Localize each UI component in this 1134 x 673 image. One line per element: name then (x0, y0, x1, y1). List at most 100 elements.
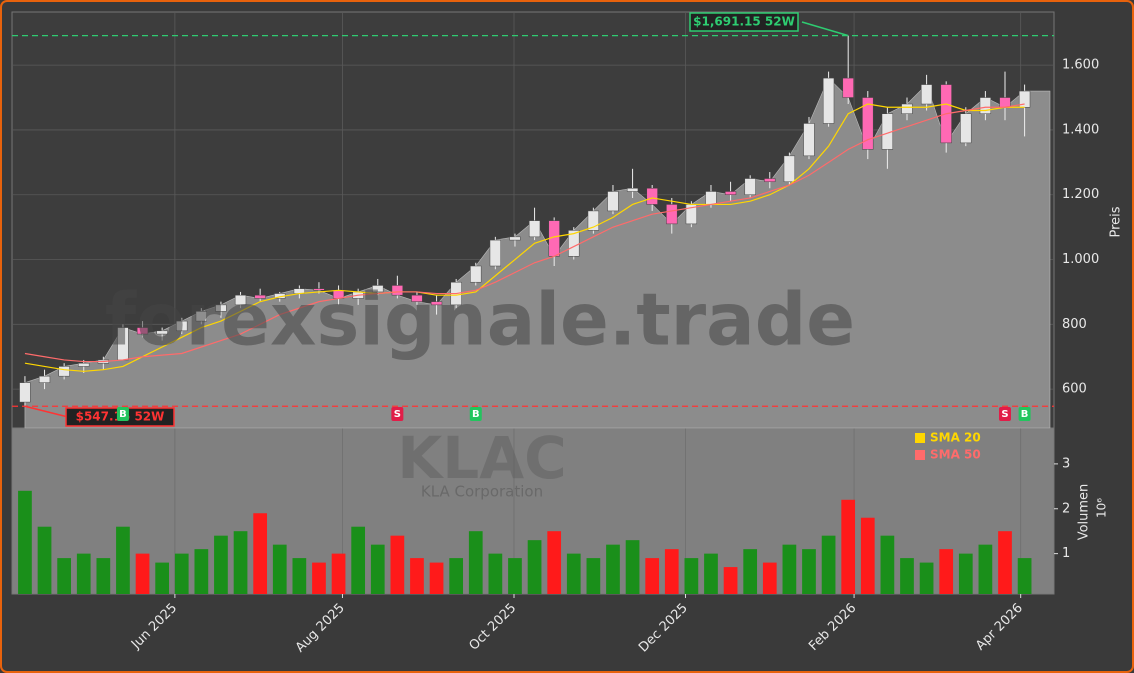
candle-body (1018, 90, 1031, 108)
volume-bar (880, 535, 895, 594)
candle-body (666, 204, 678, 225)
y2-tick-label: 2 (1062, 501, 1070, 516)
volume-bar (488, 553, 503, 594)
candle-body (842, 77, 854, 98)
candle-body (489, 239, 502, 267)
volume-bar (194, 549, 209, 594)
candle-body (509, 236, 521, 241)
candle-body (372, 285, 384, 293)
volume-bar (547, 531, 562, 594)
y-tick-label: 600 (1062, 382, 1087, 397)
volume-bar (174, 553, 189, 594)
candle-body (176, 320, 188, 332)
volume-bar (429, 562, 444, 594)
candle-body (470, 265, 482, 283)
signal-marker (116, 407, 129, 421)
annotation-box (689, 12, 799, 32)
candle-body (391, 285, 403, 296)
volume-bar (900, 558, 914, 594)
candle-body (724, 191, 737, 195)
candle-body (744, 178, 756, 195)
watermark: forexsignale.trade (105, 278, 855, 362)
candle-body (783, 155, 796, 183)
signal-label: B (119, 409, 127, 420)
volume-bar (410, 558, 424, 594)
sma-line (24, 103, 1025, 372)
candle-body (803, 123, 815, 157)
candle-body (156, 330, 168, 335)
candle-body (411, 294, 423, 302)
candle-body (234, 294, 247, 306)
volume-bar (762, 562, 777, 594)
volume-bar (233, 531, 248, 594)
legend-label: SMA 20 (930, 431, 981, 445)
volume-bar (782, 544, 797, 594)
volume-bar (527, 540, 542, 594)
y-tick-label: 1.600 (1062, 58, 1099, 73)
candle-body (979, 97, 992, 114)
volume-bar (449, 558, 464, 594)
candle-body (254, 294, 266, 299)
volume-bar (664, 549, 679, 594)
candle-body (960, 113, 972, 144)
candle-body (901, 103, 913, 114)
signal-label: B (1021, 409, 1029, 420)
volume-bar (312, 562, 326, 594)
signal-marker (391, 407, 404, 421)
volume-bar (96, 558, 111, 594)
y-tick-label: 1.200 (1062, 187, 1099, 202)
annotation-arrow (801, 21, 849, 37)
volume-bar (155, 562, 170, 594)
candle-body (313, 288, 325, 291)
annotation-arrow (24, 405, 69, 418)
volume-bar (978, 544, 993, 594)
candle-body (999, 97, 1011, 108)
y-tick-label: 800 (1062, 317, 1087, 332)
volume-bar (135, 553, 150, 594)
volume-bar (370, 544, 385, 594)
volume-bar (841, 499, 856, 594)
volume-bar (645, 558, 660, 594)
legend-swatch (915, 433, 925, 443)
volume-bar (57, 558, 71, 594)
candle-body (58, 366, 70, 377)
company-watermark: KLA Corporation (421, 483, 543, 501)
volume-bar (704, 553, 718, 594)
y2-tick-label: 1 (1062, 546, 1070, 561)
y-axis-label: Preis (1109, 206, 1124, 237)
volume-bar (468, 531, 483, 594)
volume-bar (586, 558, 601, 594)
candle-body (646, 187, 658, 205)
symbol-watermark: KLAC (397, 424, 566, 492)
volume-bar (625, 540, 640, 594)
y2-scale-label: 10⁶ (1095, 498, 1109, 518)
volume-bar (723, 567, 738, 594)
signal-marker (1018, 407, 1031, 421)
volume-bar (116, 526, 130, 594)
candle-body (136, 327, 149, 335)
volume-bar (390, 535, 405, 594)
candle-body (528, 220, 541, 238)
candle-body (626, 187, 639, 192)
candle-body (38, 375, 51, 383)
candle-body (215, 304, 227, 312)
volume-bar (802, 549, 816, 594)
volume-bar (253, 513, 268, 594)
signal-label: S (1001, 409, 1008, 420)
candle-body (822, 77, 835, 124)
candle-body (587, 210, 600, 231)
volume-bar (351, 526, 366, 594)
volume-bar (214, 535, 228, 594)
candle-body (764, 178, 776, 183)
y2-axis-label: Volumen (1077, 484, 1092, 541)
candle-body (195, 311, 207, 322)
volume-bar (566, 553, 581, 594)
volume-bar (508, 558, 522, 594)
volume-bar (18, 490, 32, 594)
volume-bar (743, 549, 758, 594)
volume-bar (292, 558, 307, 594)
volume-bar (939, 549, 954, 594)
volume-bar (1017, 558, 1032, 594)
volume-bar (821, 535, 836, 594)
